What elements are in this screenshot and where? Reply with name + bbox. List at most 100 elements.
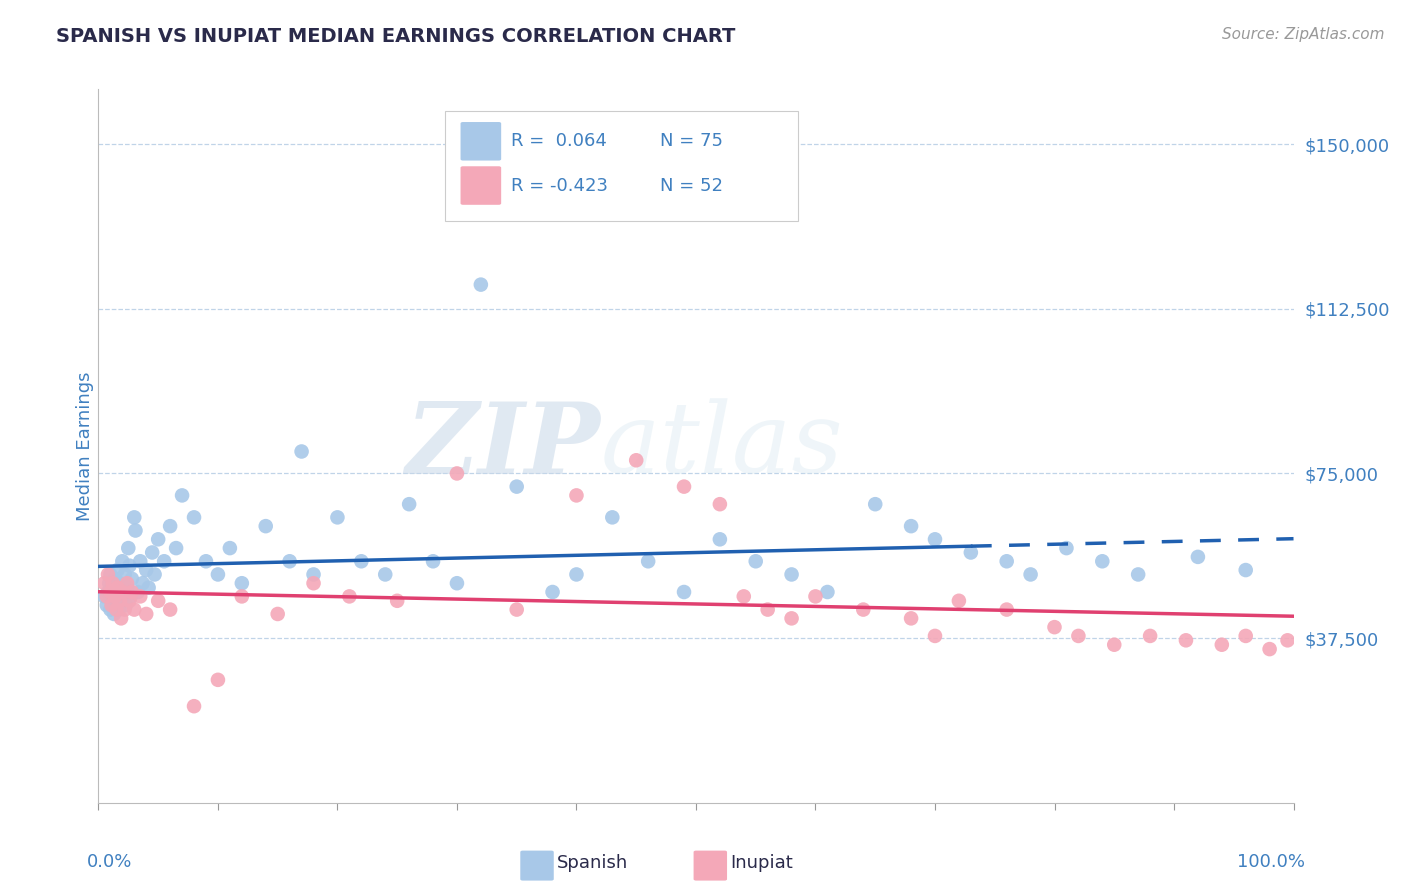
Point: [110, 594, 132, 608]
Text: N = 75: N = 75: [661, 132, 723, 150]
Point: [231, 576, 253, 591]
Point: [900, 519, 922, 533]
Point: [709, 533, 731, 547]
Point: [98, 576, 121, 591]
Point: [98, 602, 122, 616]
Point: [398, 497, 420, 511]
Text: R = -0.423: R = -0.423: [510, 177, 607, 194]
Point: [780, 611, 803, 625]
Point: [121, 585, 143, 599]
Text: Spanish: Spanish: [557, 855, 628, 872]
Point: [565, 567, 588, 582]
Point: [733, 590, 755, 604]
Point: [326, 510, 349, 524]
Point: [745, 554, 768, 568]
Point: [183, 699, 205, 714]
Point: [104, 572, 127, 586]
Point: [129, 590, 152, 604]
Point: [267, 607, 290, 621]
Point: [108, 594, 131, 608]
Point: [153, 554, 176, 568]
Point: [108, 576, 131, 591]
Point: [110, 611, 132, 625]
Point: [1211, 638, 1233, 652]
Point: [780, 567, 803, 582]
Point: [506, 602, 529, 616]
Point: [115, 576, 138, 591]
Point: [254, 519, 277, 533]
Point: [159, 519, 181, 533]
Point: [924, 629, 946, 643]
Point: [115, 598, 138, 612]
Point: [219, 541, 242, 555]
Point: [374, 567, 396, 582]
Point: [756, 602, 779, 616]
Text: 0.0%: 0.0%: [87, 853, 132, 871]
FancyBboxPatch shape: [461, 122, 501, 161]
Point: [291, 444, 314, 458]
Point: [148, 533, 170, 547]
Point: [470, 277, 492, 292]
Point: [98, 585, 122, 599]
Point: [602, 510, 624, 524]
Point: [852, 602, 875, 616]
Point: [1139, 629, 1161, 643]
Point: [1187, 549, 1209, 564]
FancyBboxPatch shape: [520, 851, 554, 880]
Point: [96, 598, 118, 612]
Point: [1104, 638, 1126, 652]
Point: [148, 594, 170, 608]
Y-axis label: Median Earnings: Median Earnings: [76, 371, 94, 521]
Point: [138, 581, 160, 595]
Point: [995, 554, 1018, 568]
Point: [107, 602, 129, 616]
Point: [135, 607, 157, 621]
Point: [446, 576, 468, 591]
Point: [105, 590, 128, 604]
Point: [637, 554, 659, 568]
Point: [143, 567, 166, 582]
Point: [339, 590, 361, 604]
Point: [995, 602, 1018, 616]
Point: [107, 563, 129, 577]
Point: [121, 572, 143, 586]
Point: [422, 554, 444, 568]
Point: [127, 585, 149, 599]
Point: [129, 554, 152, 568]
Point: [114, 602, 136, 616]
Point: [96, 590, 118, 604]
Point: [1277, 633, 1299, 648]
FancyBboxPatch shape: [461, 166, 501, 205]
Point: [159, 602, 181, 616]
Point: [1128, 567, 1150, 582]
Point: [117, 541, 139, 555]
Point: [183, 510, 205, 524]
Point: [98, 567, 122, 582]
Point: [207, 567, 229, 582]
Point: [1067, 629, 1090, 643]
Point: [1056, 541, 1078, 555]
Point: [101, 576, 124, 591]
Text: ZIP: ZIP: [405, 398, 600, 494]
Text: 100.0%: 100.0%: [1237, 853, 1306, 871]
Point: [673, 585, 696, 599]
Point: [1019, 567, 1042, 582]
Point: [278, 554, 301, 568]
Point: [302, 567, 325, 582]
Point: [1091, 554, 1114, 568]
Point: [195, 554, 218, 568]
Point: [104, 590, 127, 604]
Point: [118, 594, 141, 608]
Point: [114, 567, 136, 582]
Text: N = 52: N = 52: [661, 177, 723, 194]
Point: [120, 590, 142, 604]
Point: [207, 673, 229, 687]
Point: [541, 585, 564, 599]
Point: [865, 497, 887, 511]
FancyBboxPatch shape: [693, 851, 727, 880]
Point: [118, 558, 141, 573]
Point: [111, 585, 134, 599]
Point: [231, 590, 253, 604]
Point: [350, 554, 373, 568]
Point: [101, 594, 124, 608]
